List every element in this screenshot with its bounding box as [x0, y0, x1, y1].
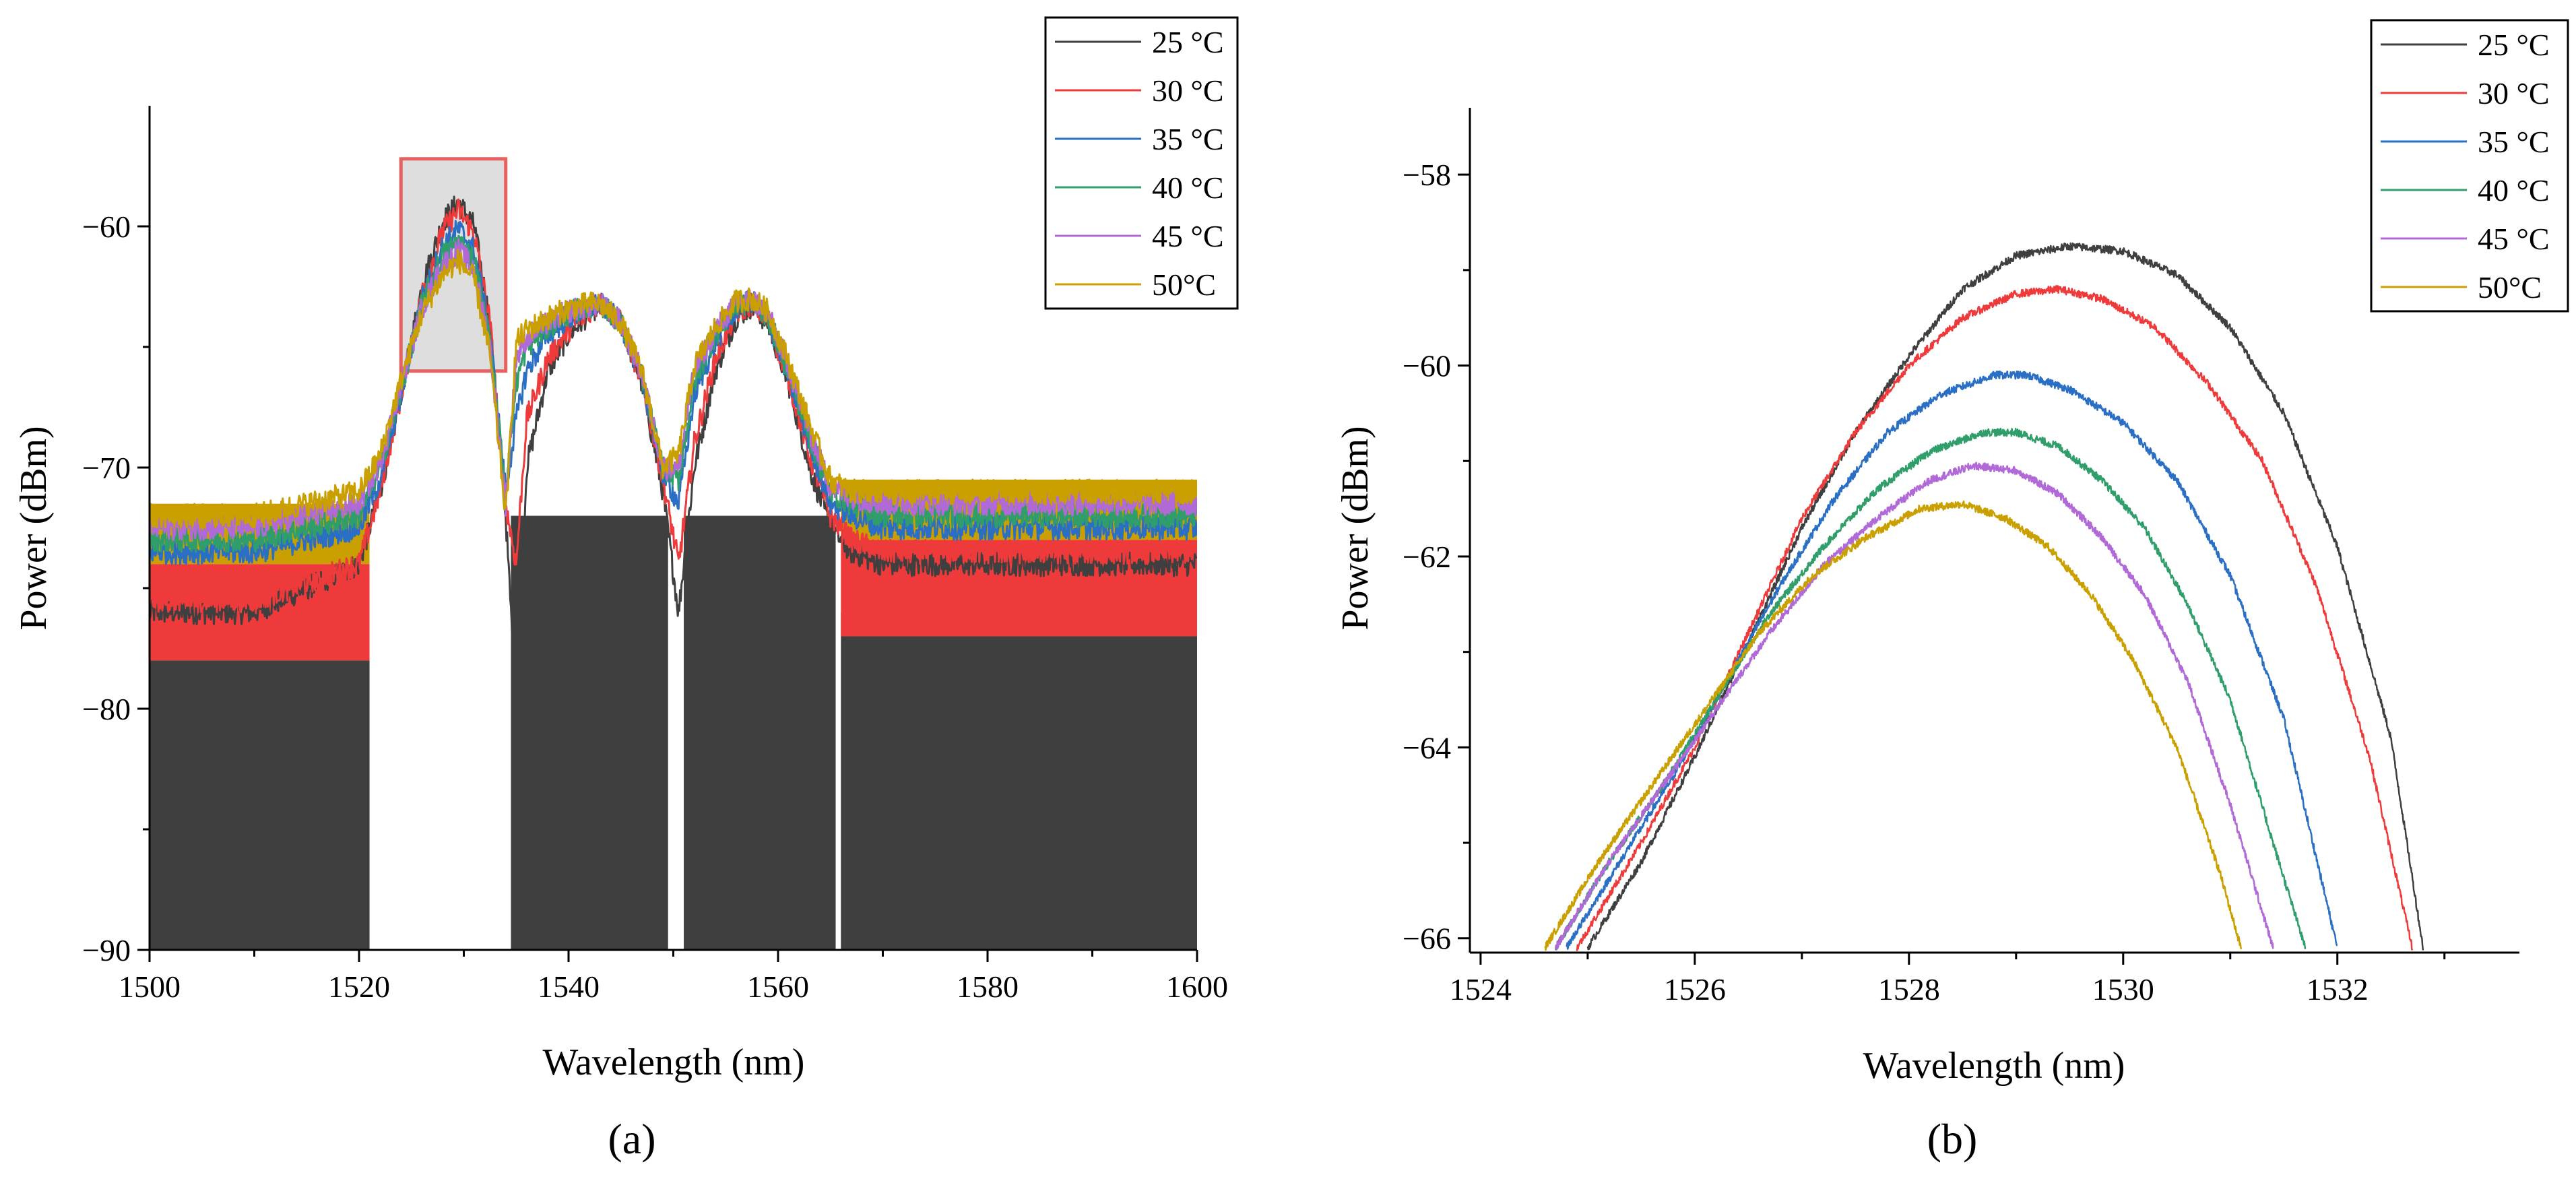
panel-b-series-2: [1566, 371, 2338, 950]
panel-a-x-tick-label-1: 1520: [328, 969, 390, 1004]
panel-b-chart: 1524 1526 1528 1530 1532 −66 −64 −62 −60 −58 Wave…: [1334, 19, 2569, 1163]
panel-a-legend-label-1: 30 °C: [1152, 73, 1224, 108]
panel-a-series-group: [150, 195, 1197, 713]
panel-a-band-0-0: [150, 660, 370, 950]
panel-b-x-tick-label-1: 1526: [1664, 972, 1726, 1006]
panel-a-label: (a): [608, 1115, 655, 1163]
panel-b-series-4: [1554, 461, 2274, 951]
panel-a-y-tick-label-0: −90: [82, 933, 131, 967]
panel-b-legend-label-5: 50°C: [2478, 270, 2542, 305]
panel-a-legend-label-2: 35 °C: [1152, 122, 1224, 156]
panel-b-legend-label-4: 45 °C: [2478, 222, 2550, 256]
panel-b-x-tick-label-3: 1530: [2092, 972, 2154, 1006]
panel-b-y-tick-label-1: −64: [1403, 730, 1451, 765]
panel-a-band-0-2: [684, 515, 836, 950]
panel-a-chart: 1500 1520 1540 1560 1580 1600 −90 −80 −70 −60 Wav…: [13, 16, 1239, 1163]
panel-a-series-3: [150, 234, 1197, 553]
panel-b-x-tick-label-0: 1524: [1450, 972, 1512, 1006]
panel-b-x-tick-label-4: 1532: [2307, 972, 2369, 1006]
panel-b-legend-label-0: 25 °C: [2478, 28, 2550, 62]
panel-a-legend-label-0: 25 °C: [1152, 25, 1224, 59]
panel-a-x-tick-label-5: 1600: [1166, 969, 1228, 1004]
panel-a-x-axis-title: Wavelength (nm): [543, 1042, 805, 1083]
panel-b-legend-label-1: 30 °C: [2478, 76, 2550, 110]
panel-a-band-0-1: [511, 515, 668, 950]
panel-b-series-3: [1554, 427, 2307, 951]
panel-b-y-tick-label-4: −58: [1403, 158, 1451, 192]
panel-a-band-0-3: [841, 612, 1197, 950]
panel-a-legend-label-4: 45 °C: [1152, 219, 1224, 253]
panel-a-y-axis-title: Power (dBm): [13, 426, 55, 630]
panel-a-x-tick-label-0: 1500: [119, 969, 181, 1004]
panel-b-y-axis-title: Power (dBm): [1334, 426, 1376, 630]
panel-b-y-tick-label-2: −62: [1403, 540, 1451, 574]
panel-b-y-tick-label-3: −60: [1403, 349, 1451, 383]
panel-b-series-5: [1544, 500, 2242, 951]
panel-b-legend-frame: [2370, 19, 2569, 313]
panel-a-x-tick-label-2: 1540: [538, 969, 600, 1004]
panel-b-label: (b): [1927, 1115, 1978, 1163]
panel-b-legend-label-2: 35 °C: [2478, 125, 2550, 159]
panel-b-series-group: [1544, 242, 2424, 951]
panel-a-legend: 25 °C 30 °C 35 °C 40 °C 45 °C 50°C: [1044, 16, 1239, 310]
panel-a-x-tick-label-4: 1580: [957, 969, 1019, 1004]
panel-a-legend-label-3: 40 °C: [1152, 170, 1224, 205]
panel-b-legend-label-3: 40 °C: [2478, 173, 2550, 207]
panel-a-legend-label-5: 50°C: [1152, 267, 1216, 302]
panel-a-axes: 1500 1520 1540 1560 1580 1600 −90 −80 −70 −60: [82, 106, 1228, 1004]
panel-a-x-tick-label-3: 1560: [747, 969, 809, 1004]
panel-b-x-axis-title: Wavelength (nm): [1863, 1045, 2125, 1087]
panel-b-axes: 1524 1526 1528 1530 1532 −66 −64 −62 −60 −58: [1403, 108, 2519, 1006]
panel-a-series-5: [150, 249, 1197, 529]
panel-a-y-tick-label-1: −80: [82, 692, 131, 726]
panel-b-series-1: [1576, 285, 2414, 951]
panel-a-y-tick-label-3: −60: [82, 210, 131, 244]
panel-b-x-tick-label-2: 1528: [1878, 972, 1940, 1006]
panel-b-y-tick-label-0: −66: [1403, 922, 1451, 956]
panel-a-y-tick-label-2: −70: [82, 451, 131, 485]
panel-b-legend: 25 °C 30 °C 35 °C 40 °C 45 °C 50°C: [2370, 19, 2569, 313]
panel-a-legend-frame: [1044, 16, 1239, 310]
panel-a-series-1: [150, 198, 1197, 614]
panel-b-series-0: [1586, 242, 2424, 951]
